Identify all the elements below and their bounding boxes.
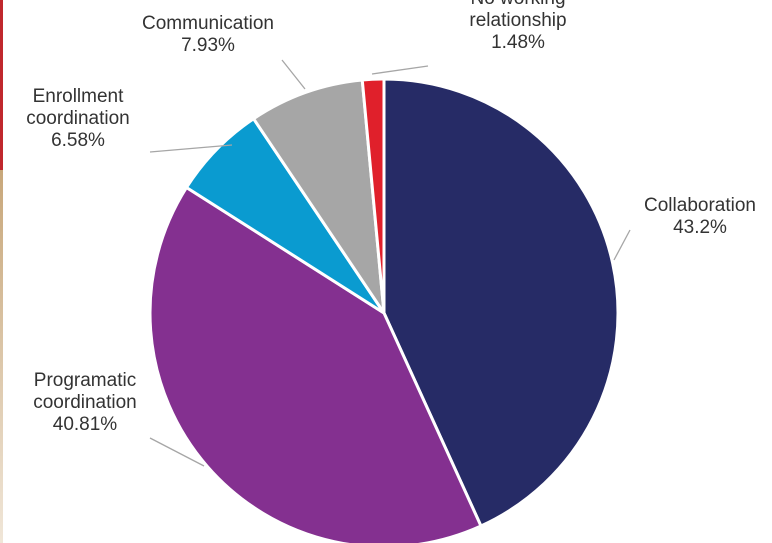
slice-category-label: Programatic — [34, 370, 136, 391]
slice-category-label: Communication — [142, 13, 274, 34]
slice-label-collaboration: Collaboration 43.2% — [644, 195, 756, 238]
leader-line-programatic-coordination — [149, 437, 205, 467]
pie-slice-no-working-relationship — [360, 77, 386, 315]
left-edge-decoration — [0, 0, 3, 543]
slice-percent-label: 43.2% — [673, 217, 727, 238]
leader-lines — [149, 59, 631, 467]
slice-label-programatic-coordination: Programatic coordination 40.81% — [33, 370, 137, 435]
slice-category-label: relationship — [469, 10, 566, 31]
slice-percent-label: 40.81% — [53, 414, 118, 435]
leader-line-communication — [281, 59, 306, 90]
slice-category-label: No working — [470, 0, 565, 9]
slice-percent-label: 1.48% — [491, 32, 545, 53]
left-edge-red-band — [0, 0, 3, 170]
leader-line-enrollment-coordination — [149, 144, 233, 153]
pie-slices — [148, 77, 620, 543]
slice-category-label: coordination — [26, 108, 130, 129]
left-edge-tan-band — [0, 170, 3, 543]
pie-slice-communication — [252, 78, 386, 315]
slice-label-enrollment-coordination: Enrollment coordination 6.58% — [26, 86, 130, 151]
slice-percent-label: 6.58% — [51, 130, 105, 151]
pie-slice-collaboration — [382, 77, 620, 528]
slice-category-label: Enrollment — [33, 86, 125, 107]
pie-slice-programatic-coordination — [148, 185, 483, 543]
slice-category-label: coordination — [33, 392, 137, 413]
slice-percent-label: 7.93% — [181, 35, 235, 56]
slice-category-label: Collaboration — [644, 195, 756, 216]
leader-line-collaboration — [613, 229, 631, 261]
leader-line-no-working-relationship — [371, 65, 429, 75]
slice-label-no-working-relationship: No workingrelationship1.48% — [469, 0, 566, 53]
slice-labels: Collaboration 43.2%Programatic coordinatio… — [26, 0, 756, 435]
slice-label-communication: Communication 7.93% — [142, 13, 274, 56]
